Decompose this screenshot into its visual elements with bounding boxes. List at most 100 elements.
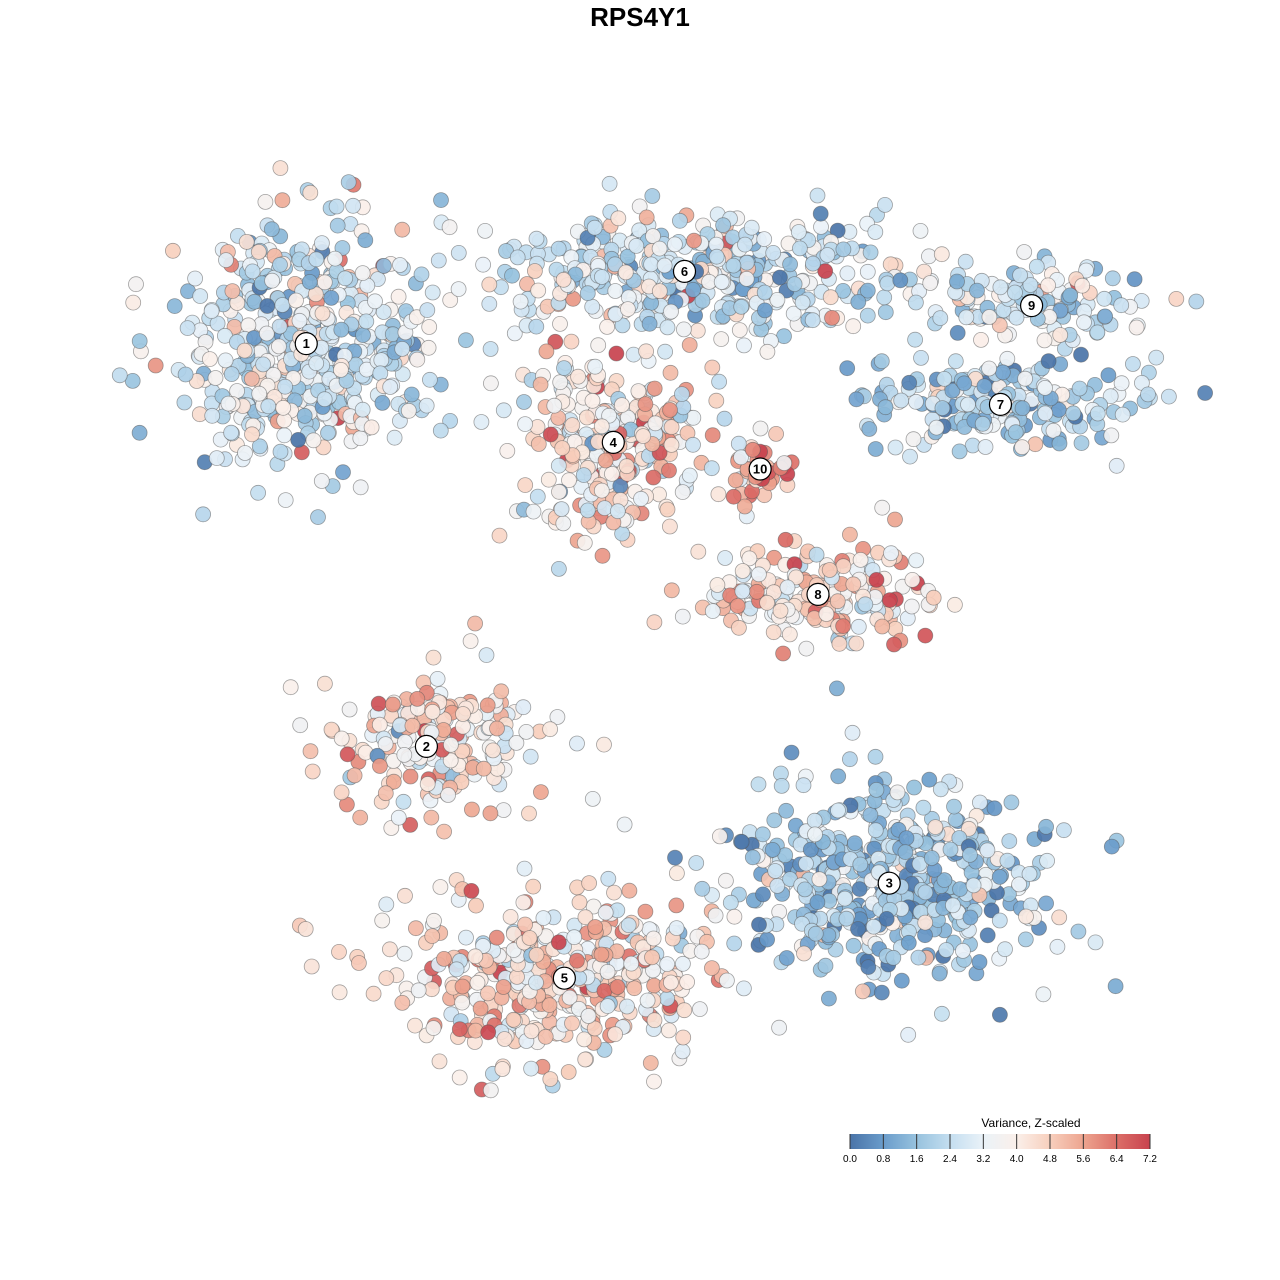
cell-point — [208, 450, 225, 467]
cell-point — [1089, 324, 1106, 341]
cell-point — [563, 333, 580, 350]
cell-point — [729, 598, 746, 614]
cell-point — [352, 479, 369, 496]
cell-point — [378, 896, 395, 913]
cell-point — [1073, 435, 1090, 452]
cell-point — [277, 378, 294, 395]
cell-point — [607, 256, 623, 273]
colorbar-tick-label: 1.6 — [910, 1154, 924, 1165]
cell-point — [734, 563, 751, 579]
cell-point — [865, 918, 882, 935]
cell-point — [505, 1011, 522, 1028]
cell-point — [264, 272, 281, 289]
cell-point — [921, 771, 938, 788]
cell-point — [839, 265, 856, 282]
cell-point — [785, 305, 802, 322]
cell-point — [992, 1006, 1008, 1023]
cluster-label-text: 7 — [997, 397, 1004, 412]
cell-point — [873, 353, 890, 370]
cell-point — [1103, 427, 1120, 444]
cell-point — [587, 358, 603, 375]
colorbar-gradient — [850, 1134, 1150, 1149]
cell-point — [550, 934, 567, 951]
cell-point — [1017, 370, 1033, 387]
cell-point — [641, 315, 658, 332]
cell-point — [713, 274, 730, 290]
cell-point — [1071, 380, 1088, 397]
cell-point — [564, 1015, 580, 1032]
cell-point — [936, 872, 953, 888]
cell-point — [715, 217, 731, 234]
cell-point — [580, 1008, 597, 1024]
cell-point — [479, 697, 496, 714]
cell-point — [809, 187, 826, 204]
cell-point — [852, 552, 869, 568]
cell-point — [857, 596, 874, 613]
cell-point — [835, 241, 852, 258]
cell-point — [258, 325, 275, 342]
cell-point — [973, 331, 989, 348]
cell-point — [662, 518, 678, 535]
cell-point — [607, 283, 624, 299]
cell-point — [450, 244, 467, 261]
cell-point — [345, 197, 362, 214]
cell-point — [442, 292, 459, 309]
cell-point — [932, 781, 949, 798]
cell-point — [517, 416, 533, 433]
cell-point — [1070, 923, 1087, 940]
cell-point — [744, 849, 761, 866]
cell-point — [472, 1000, 489, 1017]
cell-point — [485, 742, 501, 759]
cell-point — [638, 343, 654, 360]
cell-point — [646, 1073, 662, 1090]
cell-point — [528, 974, 544, 991]
cell-point — [341, 701, 358, 718]
cluster-label-text: 2 — [423, 739, 430, 754]
cell-point — [647, 415, 664, 432]
cell-point — [512, 293, 529, 310]
cell-point — [999, 852, 1016, 869]
cell-point — [731, 322, 748, 339]
cell-point — [310, 509, 326, 525]
cell-point — [768, 425, 784, 442]
cell-point — [716, 410, 733, 427]
cell-point — [889, 784, 906, 801]
cell-point — [187, 270, 204, 287]
cell-point — [708, 248, 725, 265]
cell-point — [868, 782, 885, 798]
cell-point — [646, 1012, 663, 1029]
cell-point — [1097, 308, 1113, 325]
cell-point — [584, 298, 601, 315]
colorbar-tick-label: 7.2 — [1143, 1154, 1157, 1165]
cell-point — [903, 598, 920, 615]
cell-point — [203, 303, 220, 320]
cell-point — [790, 224, 807, 240]
cell-point — [274, 297, 291, 313]
cell-point — [877, 304, 894, 321]
cell-point — [581, 875, 597, 891]
cell-point — [296, 407, 313, 424]
cell-point — [786, 276, 803, 293]
cell-point — [275, 399, 292, 416]
cell-point — [756, 284, 773, 301]
cell-point — [949, 273, 965, 290]
cell-point — [681, 337, 698, 353]
cell-point — [931, 965, 948, 982]
cell-point — [381, 941, 398, 958]
cell-point — [859, 263, 876, 280]
colorbar-tick-label: 2.4 — [943, 1154, 957, 1165]
cell-point — [837, 890, 853, 907]
cell-point — [328, 198, 345, 215]
cell-point — [528, 230, 545, 247]
cell-point — [718, 872, 734, 889]
cell-point — [617, 264, 634, 281]
cell-point — [482, 375, 499, 392]
cell-point — [663, 436, 680, 453]
cell-point — [643, 256, 659, 273]
cell-point — [316, 391, 333, 408]
cell-point — [821, 990, 837, 1007]
cell-point — [995, 364, 1011, 381]
cluster-label-7: 7 — [988, 392, 1013, 416]
cell-point — [586, 1020, 603, 1037]
cell-point — [1089, 405, 1106, 422]
